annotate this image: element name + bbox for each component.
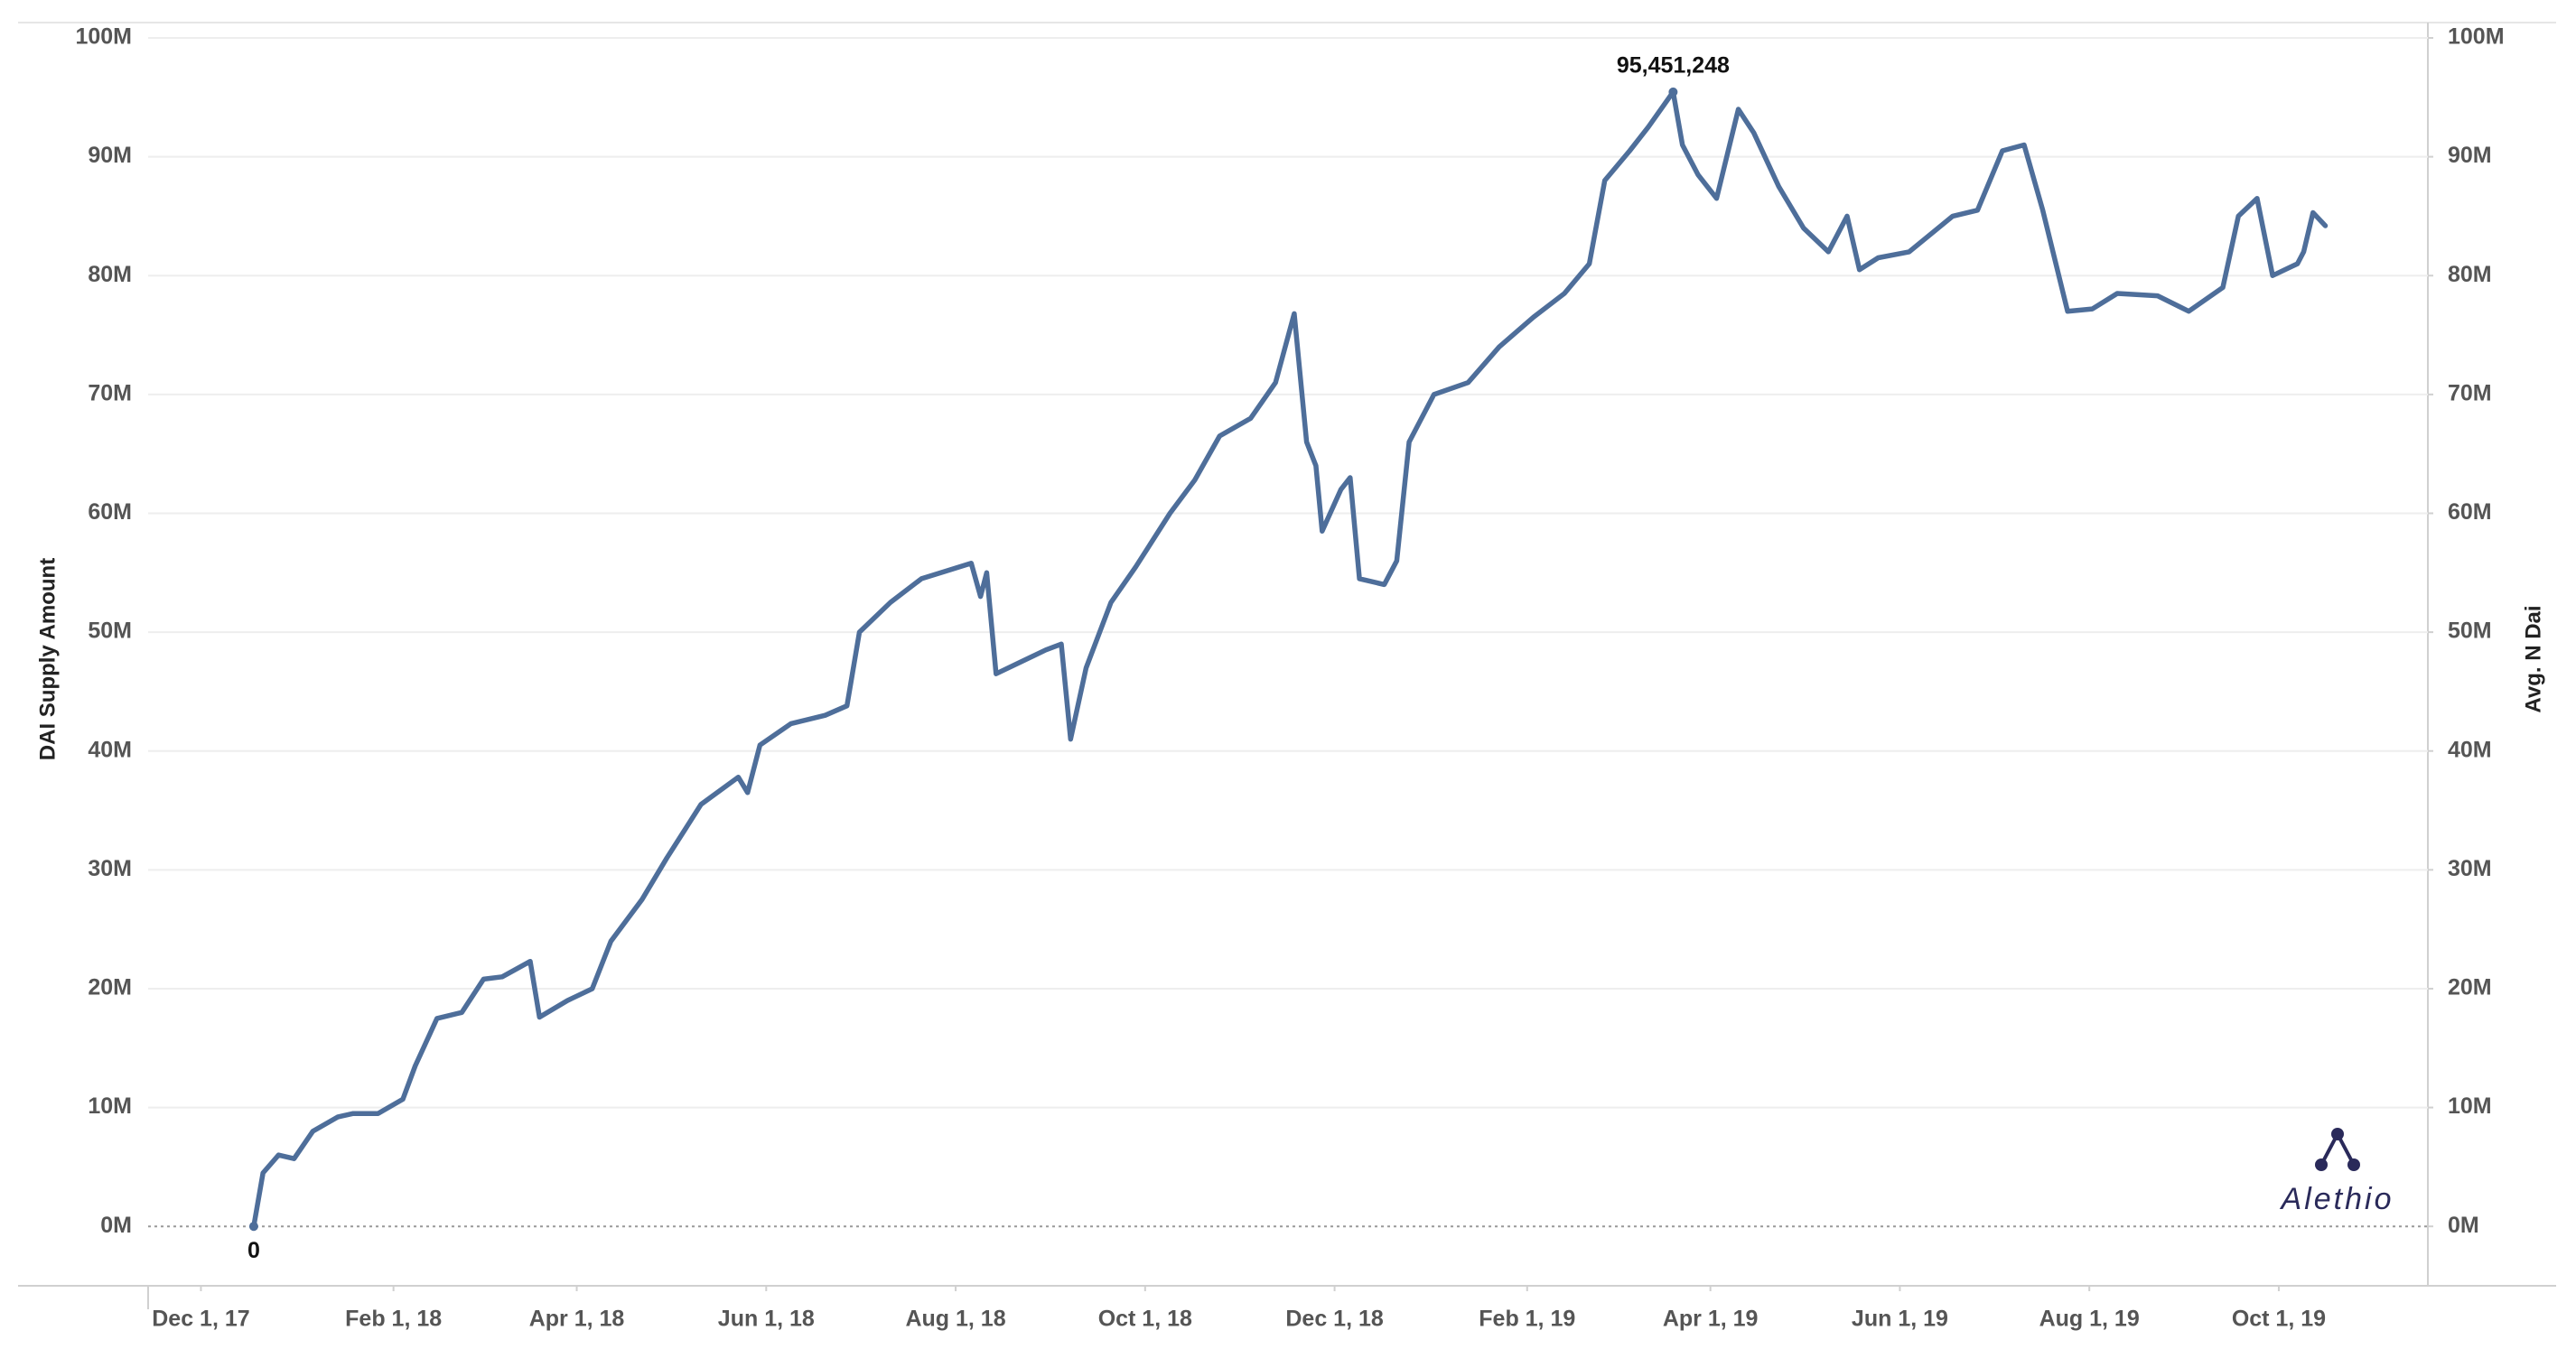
y2-tick-label: 30M [2448,856,2492,881]
annotation-label: 0 [247,1238,260,1263]
x-tick-label: Jun 1, 18 [718,1307,815,1332]
x-tick-label: Apr 1, 19 [1663,1307,1759,1332]
y2-axis-title: Avg. N Dai [2521,605,2545,712]
y2-tick-label: 100M [2448,24,2505,50]
y2-tick-label: 90M [2448,143,2492,168]
x-tick-label: Aug 1, 19 [2039,1307,2140,1332]
y-tick-label: 10M [88,1093,132,1119]
logo [2315,1128,2360,1171]
y-tick-label: 40M [88,737,132,762]
y-tick-label: 60M [88,499,132,525]
watermark: Alethio [2280,1182,2394,1216]
x-tick-label: Dec 1, 18 [1285,1307,1384,1332]
y-tick-label: 70M [88,380,132,405]
x-tick-label: Dec 1, 17 [152,1307,249,1332]
annotation-point [1668,87,1678,97]
y2-tick-label: 80M [2448,262,2492,287]
y-tick-label: 80M [88,262,132,287]
y2-tick-label: 10M [2448,1093,2492,1119]
x-tick-label: Feb 1, 19 [1479,1307,1575,1332]
x-tick-label: Apr 1, 18 [529,1307,625,1332]
x-tick-label: Aug 1, 18 [905,1307,1005,1332]
y2-tick-label: 60M [2448,499,2492,525]
y-tick-label: 20M [88,975,132,1000]
logo-dot [2347,1158,2360,1171]
y-axis-title: DAI Supply Amount [35,558,60,760]
x-tick-label: Jun 1, 19 [1852,1307,1948,1332]
y-tick-label: 0M [100,1213,132,1238]
x-tick-label: Oct 1, 19 [2232,1307,2326,1332]
logo-dot [2331,1128,2344,1140]
y-tick-label: 100M [75,24,132,50]
annotation-label: 95,451,248 [1617,52,1730,78]
y2-tick-label: 40M [2448,737,2492,762]
y-tick-label: 90M [88,143,132,168]
y2-tick-label: 20M [2448,975,2492,1000]
logo-dot [2315,1158,2328,1171]
y2-tick-label: 50M [2448,619,2492,644]
annotation-point [248,1222,258,1232]
x-tick-label: Oct 1, 18 [1098,1307,1192,1332]
y2-tick-label: 0M [2448,1213,2479,1238]
y-tick-label: 30M [88,856,132,881]
y2-tick-label: 70M [2448,380,2492,405]
data-line [251,89,2329,1229]
x-tick-label: Feb 1, 18 [345,1307,442,1332]
y-tick-label: 50M [88,619,132,644]
